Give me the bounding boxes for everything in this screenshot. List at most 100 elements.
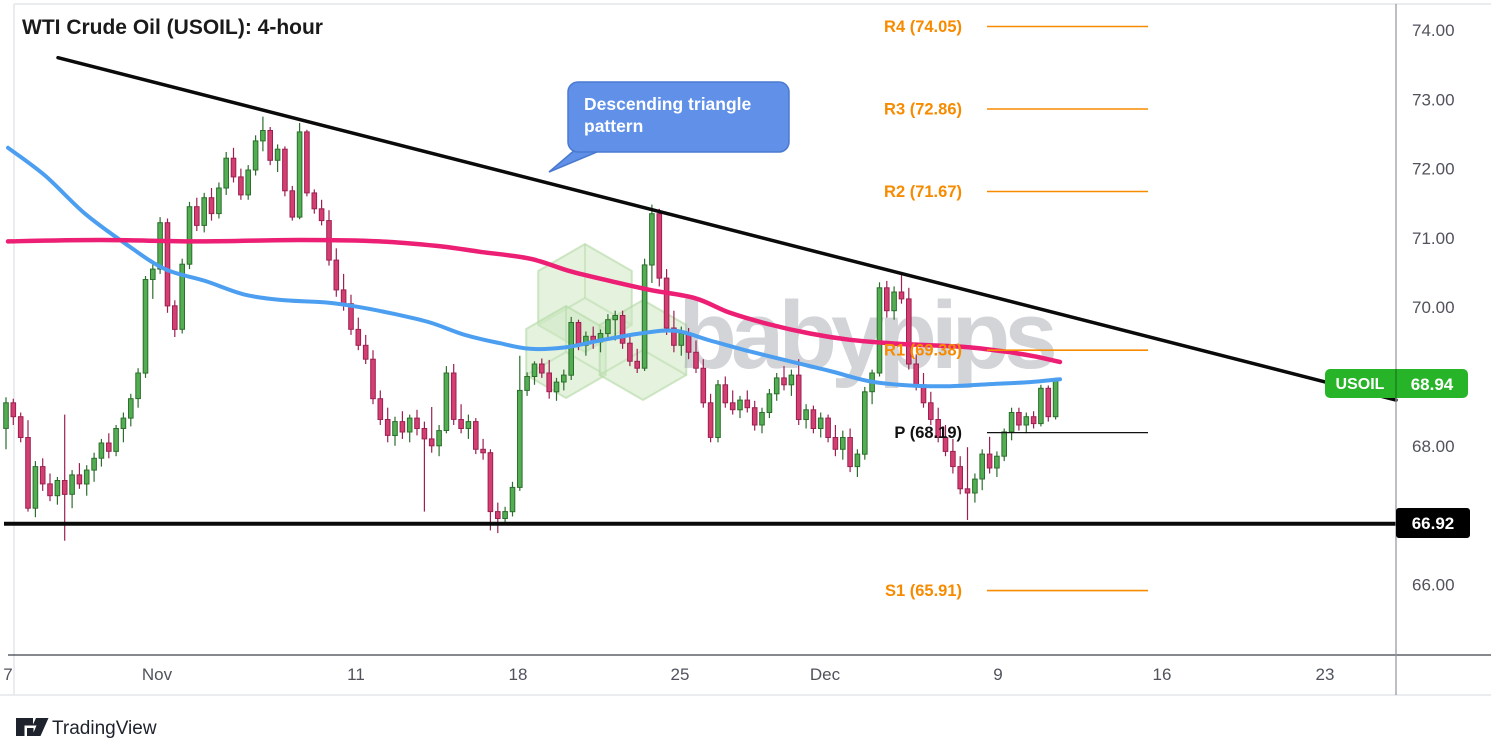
- candle-body: [333, 259, 340, 291]
- watermark-cube-edge: [599, 349, 644, 376]
- price-tick-71.00: 71.00: [1412, 229, 1455, 248]
- candle-body: [825, 417, 831, 439]
- pivot-label-R2: R2 (71.67): [884, 183, 962, 201]
- candle-body: [208, 197, 215, 215]
- candle-body: [840, 437, 846, 450]
- candle-body: [172, 305, 178, 330]
- price-tick-72.00: 72.00: [1412, 160, 1455, 179]
- candle-body: [649, 213, 655, 266]
- candle-body: [128, 398, 134, 419]
- candle-body: [406, 417, 413, 433]
- candle-body: [876, 287, 883, 374]
- candle-body: [847, 437, 853, 468]
- candle-body: [707, 402, 714, 438]
- watermark-cube-edge: [642, 349, 687, 376]
- candle-body: [1001, 431, 1008, 457]
- candle-body: [1008, 412, 1015, 433]
- time-tick-18: 18: [509, 665, 528, 684]
- candle-body: [619, 315, 626, 344]
- candle-body: [39, 466, 46, 485]
- candle-body: [436, 430, 442, 447]
- candle-body: [773, 377, 780, 395]
- candle-body: [135, 372, 141, 400]
- candle-body: [355, 328, 362, 346]
- candle-body: [759, 412, 765, 426]
- candle-body: [810, 409, 817, 429]
- tradingview-icon: [16, 718, 49, 736]
- candle-body: [1045, 387, 1052, 418]
- callout-line1: Descending triangle: [584, 94, 752, 114]
- candle-body: [898, 291, 905, 300]
- candle-body: [517, 389, 523, 488]
- candle-body: [531, 363, 538, 377]
- candle-body: [487, 452, 494, 513]
- candle-body: [318, 208, 325, 222]
- candle-body: [832, 437, 839, 450]
- candle-body: [98, 442, 105, 459]
- pivot-points-layer: R4 (74.05) R3 (72.86) R2 (71.67) R1 (69.38)…: [884, 18, 1148, 600]
- candle-body: [340, 289, 347, 305]
- candle-body: [274, 148, 281, 161]
- candle-body: [399, 421, 406, 433]
- candle-body: [473, 421, 479, 450]
- candle-body: [964, 488, 971, 494]
- candle-body: [458, 419, 464, 429]
- candle-body: [150, 268, 156, 281]
- candle-body: [252, 140, 259, 171]
- candle-body: [47, 483, 53, 497]
- candle-body: [1023, 416, 1030, 426]
- candle-body: [641, 264, 648, 369]
- candle-body: [157, 222, 163, 270]
- pivot-label-R3: R3 (72.86): [884, 101, 962, 119]
- candle-body: [120, 417, 127, 430]
- support-price-label: 66.92: [1396, 508, 1470, 538]
- candle-body: [91, 457, 97, 471]
- candle-body: [450, 372, 457, 420]
- price-axis[interactable]: 74.00 73.00 72.00 71.00 70.00 68.00 66.00: [1412, 21, 1455, 594]
- candle-body: [862, 391, 868, 455]
- time-axis[interactable]: 7 Nov 11 18 25 Dec 9 16 23: [3, 665, 1334, 684]
- candle-body: [392, 421, 398, 437]
- callout-bubble[interactable]: Descending triangle pattern: [548, 81, 790, 173]
- time-tick-23: 23: [1316, 665, 1335, 684]
- candle-body: [362, 344, 369, 360]
- candle-body: [502, 511, 508, 520]
- candle-body: [238, 176, 244, 196]
- time-tick-Nov: Nov: [142, 665, 173, 684]
- candle-body: [142, 279, 149, 374]
- candle-body: [230, 157, 237, 178]
- descending-trendline[interactable]: [56, 55, 1398, 402]
- callout-line2: pattern: [584, 116, 643, 136]
- candle-body: [700, 367, 707, 404]
- last-price-value: 68.94: [1411, 375, 1454, 394]
- candle-body: [296, 131, 303, 218]
- candle-body: [605, 319, 611, 335]
- candle-body: [539, 363, 545, 374]
- support-price-value: 66.92: [1412, 514, 1455, 533]
- candle-body: [260, 130, 266, 142]
- candle-body: [32, 466, 39, 509]
- candle-body: [465, 421, 472, 430]
- candle-body: [928, 402, 934, 420]
- candle-body: [751, 407, 758, 426]
- candle-body: [223, 157, 229, 189]
- candle-body: [575, 322, 582, 346]
- tradingview-attribution[interactable]: TradingView: [16, 718, 157, 739]
- candle-body: [729, 402, 736, 411]
- price-tick-66.00: 66.00: [1412, 575, 1455, 594]
- watermark-text: babypips: [678, 282, 1054, 389]
- support-price-badge: [1396, 508, 1470, 538]
- candle-body: [370, 358, 376, 400]
- candles-layer[interactable]: [3, 116, 1059, 541]
- candle-body: [715, 384, 721, 438]
- candle-body: [627, 342, 633, 362]
- moving-averages-layer: [5, 145, 1063, 389]
- candle-body: [634, 360, 641, 369]
- candle-body: [561, 374, 567, 383]
- candle-body: [781, 377, 787, 386]
- candle-body: [671, 327, 677, 346]
- pivot-label-P: P (68.19): [894, 424, 962, 442]
- candle-body: [10, 402, 17, 418]
- callout-body: [567, 81, 790, 153]
- candle-body: [384, 419, 391, 436]
